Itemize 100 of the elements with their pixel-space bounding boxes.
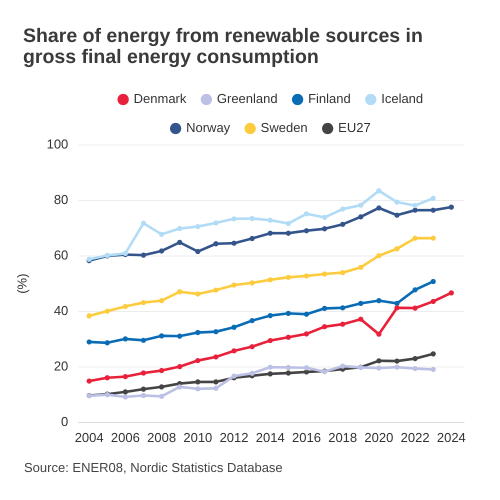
point <box>104 340 110 346</box>
point <box>358 300 364 306</box>
point <box>448 204 454 210</box>
point <box>340 363 346 369</box>
point <box>430 298 436 304</box>
point <box>213 386 219 391</box>
point <box>322 324 328 330</box>
point <box>177 334 182 339</box>
point <box>231 240 237 246</box>
point <box>340 206 346 212</box>
point <box>250 236 255 242</box>
point <box>358 316 364 322</box>
point <box>340 222 346 227</box>
point <box>250 280 255 286</box>
point <box>250 344 255 350</box>
point <box>412 287 418 292</box>
point <box>394 305 400 310</box>
point <box>195 330 200 336</box>
point <box>122 304 128 310</box>
point <box>430 366 436 372</box>
point <box>430 351 436 356</box>
x-tick-label: 2024 <box>436 430 466 445</box>
point <box>122 394 128 400</box>
x-tick-label: 2020 <box>364 430 394 445</box>
point <box>158 394 164 399</box>
point <box>158 333 164 338</box>
x-tick-label: 2006 <box>110 430 140 445</box>
chart-title: Share of energy from renewable sources in gross final energy consumption <box>23 25 424 68</box>
point <box>177 289 182 294</box>
point <box>158 248 164 254</box>
legend-label: Sweden <box>260 120 308 136</box>
point <box>340 305 346 310</box>
point <box>430 236 436 241</box>
point <box>177 384 182 390</box>
legend-label: Finland <box>308 91 351 106</box>
point <box>268 313 273 318</box>
point <box>304 365 310 370</box>
point <box>140 220 146 226</box>
point <box>122 374 128 380</box>
point <box>140 300 146 306</box>
point <box>286 310 291 316</box>
point <box>412 208 418 213</box>
point <box>268 218 273 223</box>
point <box>213 241 219 246</box>
point <box>231 216 237 222</box>
point <box>250 216 255 222</box>
point <box>268 338 273 344</box>
point <box>322 306 328 311</box>
point <box>412 356 418 362</box>
point <box>304 273 310 279</box>
x-tick-label: 2022 <box>400 430 430 445</box>
legend-label: Greenland <box>216 91 278 106</box>
point <box>231 282 237 288</box>
point <box>412 202 418 208</box>
point <box>322 214 328 220</box>
point <box>286 370 291 376</box>
y-tick-label: 40 <box>54 303 68 318</box>
point <box>140 338 146 343</box>
point <box>430 196 436 201</box>
point <box>376 253 382 258</box>
point <box>430 208 436 213</box>
point <box>86 339 92 345</box>
point <box>86 378 92 384</box>
point <box>394 358 400 364</box>
point <box>286 230 291 236</box>
x-tick-label: 2008 <box>147 430 176 445</box>
point <box>376 365 382 371</box>
point <box>322 226 328 232</box>
point <box>104 308 110 314</box>
point <box>195 358 200 364</box>
point <box>268 371 273 376</box>
y-tick-label: 100 <box>46 136 68 152</box>
point <box>213 329 219 334</box>
y-tick-label: 60 <box>54 248 68 263</box>
point <box>394 364 400 370</box>
point <box>158 384 164 390</box>
point <box>104 375 110 380</box>
point <box>231 348 237 354</box>
point <box>86 313 92 318</box>
y-tick-label: 20 <box>54 358 68 374</box>
point <box>177 226 182 232</box>
point <box>195 379 200 384</box>
y-axis-title: (%) <box>14 274 30 294</box>
legend-label: Denmark <box>134 91 187 106</box>
y-tick-label: 80 <box>54 192 68 208</box>
point <box>195 291 200 297</box>
point <box>286 274 291 280</box>
point <box>394 200 400 205</box>
point <box>231 324 237 330</box>
x-tick-label: 2012 <box>220 430 248 445</box>
source-note: Source: ENER08, Nordic Statistics Database <box>24 460 283 475</box>
point <box>177 240 182 245</box>
point <box>376 358 382 364</box>
point <box>122 389 128 394</box>
point <box>213 220 219 226</box>
point <box>177 364 182 370</box>
point <box>268 364 273 370</box>
point <box>158 298 164 304</box>
point <box>140 252 146 258</box>
point <box>213 379 219 384</box>
